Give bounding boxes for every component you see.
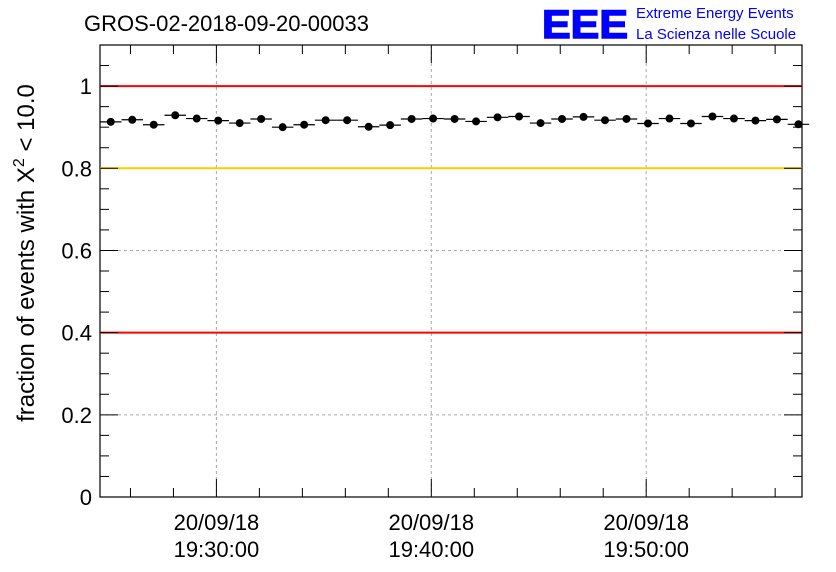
data-point (708, 112, 717, 121)
y-tick-label: 1 (80, 74, 92, 99)
y-tick-labels: 0 0.2 0.4 0.6 0.8 1 (61, 74, 92, 510)
y-tick-label: 0.4 (61, 321, 92, 346)
data-point (729, 114, 738, 123)
y-tick-label: 0.6 (61, 238, 92, 263)
x-tick-label-date: 20/09/18 (603, 510, 689, 535)
data-point (751, 116, 760, 125)
data-point (343, 116, 352, 125)
data-point (386, 121, 395, 130)
data-point (472, 117, 481, 126)
x-tick-labels: 20/09/1819:30:0020/09/1819:40:0020/09/18… (174, 510, 689, 562)
data-points (100, 111, 810, 132)
plot-frame (99, 44, 803, 498)
data-point (128, 115, 137, 124)
reference-lines (100, 85, 802, 334)
x-tick-label-date: 20/09/18 (388, 510, 474, 535)
data-point (171, 111, 180, 120)
x-tick-label-time: 19:50:00 (603, 537, 689, 562)
y-axis-label: fraction of events with X2 < 10.0 (11, 84, 40, 422)
data-point (300, 120, 309, 129)
data-point (601, 116, 610, 125)
y-tick-label: 0 (80, 485, 92, 510)
x-tick-label-time: 19:40:00 (388, 537, 474, 562)
data-point (235, 119, 244, 128)
data-point (106, 117, 115, 126)
y-tick-label: 0.8 (61, 156, 92, 181)
data-point (192, 114, 201, 123)
data-point (214, 116, 223, 125)
data-point (149, 120, 158, 129)
data-point (450, 114, 459, 123)
eee-logo: EEE Extreme Energy Events La Scienza nel… (541, 2, 796, 48)
data-point (794, 120, 803, 129)
data-point (579, 112, 588, 121)
data-point (493, 113, 502, 122)
data-point (429, 114, 438, 123)
data-point (257, 114, 266, 123)
x-tick-label-date: 20/09/18 (174, 510, 260, 535)
data-point (772, 115, 781, 124)
chart-title: GROS-02-2018-09-20-00033 (84, 11, 369, 36)
x-tick-label-time: 19:30:00 (174, 537, 260, 562)
logo-line2: La Scienza nelle Scuole (636, 26, 796, 43)
logo-line1: Extreme Energy Events (636, 5, 794, 22)
data-point (515, 112, 524, 121)
logo-mark: EEE (542, 3, 628, 47)
data-point (686, 119, 695, 128)
axis-ticks (100, 45, 802, 498)
data-point (364, 122, 373, 131)
data-point (665, 114, 674, 123)
data-point (536, 119, 545, 128)
y-tick-label: 0.2 (61, 403, 92, 428)
grid-lines (100, 45, 802, 497)
data-point (622, 114, 631, 123)
data-point (321, 116, 330, 125)
data-point (278, 123, 287, 132)
data-point (407, 114, 416, 123)
data-point (643, 119, 652, 128)
data-point (558, 114, 567, 123)
